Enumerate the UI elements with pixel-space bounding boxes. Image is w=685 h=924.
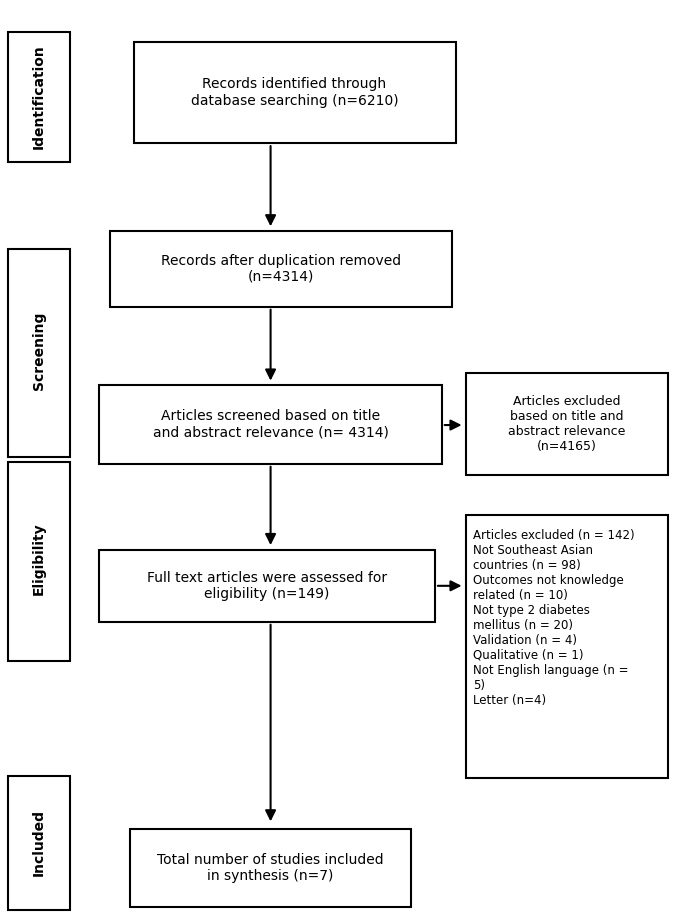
Text: Total number of studies included
in synthesis (n=7): Total number of studies included in synt… [158, 853, 384, 883]
Bar [134, 42, 456, 143]
Bar [99, 385, 442, 464]
Bar [99, 550, 435, 622]
Bar [110, 231, 452, 307]
Text: Records identified through
database searching (n=6210): Records identified through database sear… [190, 78, 399, 107]
Text: Identification: Identification [32, 44, 46, 150]
Text: Articles screened based on title
and abstract relevance (n= 4314): Articles screened based on title and abs… [153, 409, 388, 440]
Text: Full text articles were assessed for
eligibility (n=149): Full text articles were assessed for eli… [147, 571, 387, 601]
Text: Articles excluded (n = 142)
Not Southeast Asian
countries (n = 98)
Outcomes not : Articles excluded (n = 142) Not Southeas… [473, 529, 634, 707]
Bar [8, 462, 70, 661]
Text: Records after duplication removed
(n=4314): Records after duplication removed (n=431… [161, 254, 401, 284]
Text: Screening: Screening [32, 312, 46, 390]
Bar [8, 776, 70, 910]
Bar [466, 373, 668, 475]
Bar [8, 32, 70, 162]
Text: Included: Included [32, 809, 46, 876]
Bar [8, 249, 70, 457]
Text: Articles excluded
based on title and
abstract relevance
(n=4165): Articles excluded based on title and abs… [508, 395, 625, 453]
Bar [466, 515, 668, 778]
Bar [130, 829, 411, 907]
Text: Eligibility: Eligibility [32, 523, 46, 595]
